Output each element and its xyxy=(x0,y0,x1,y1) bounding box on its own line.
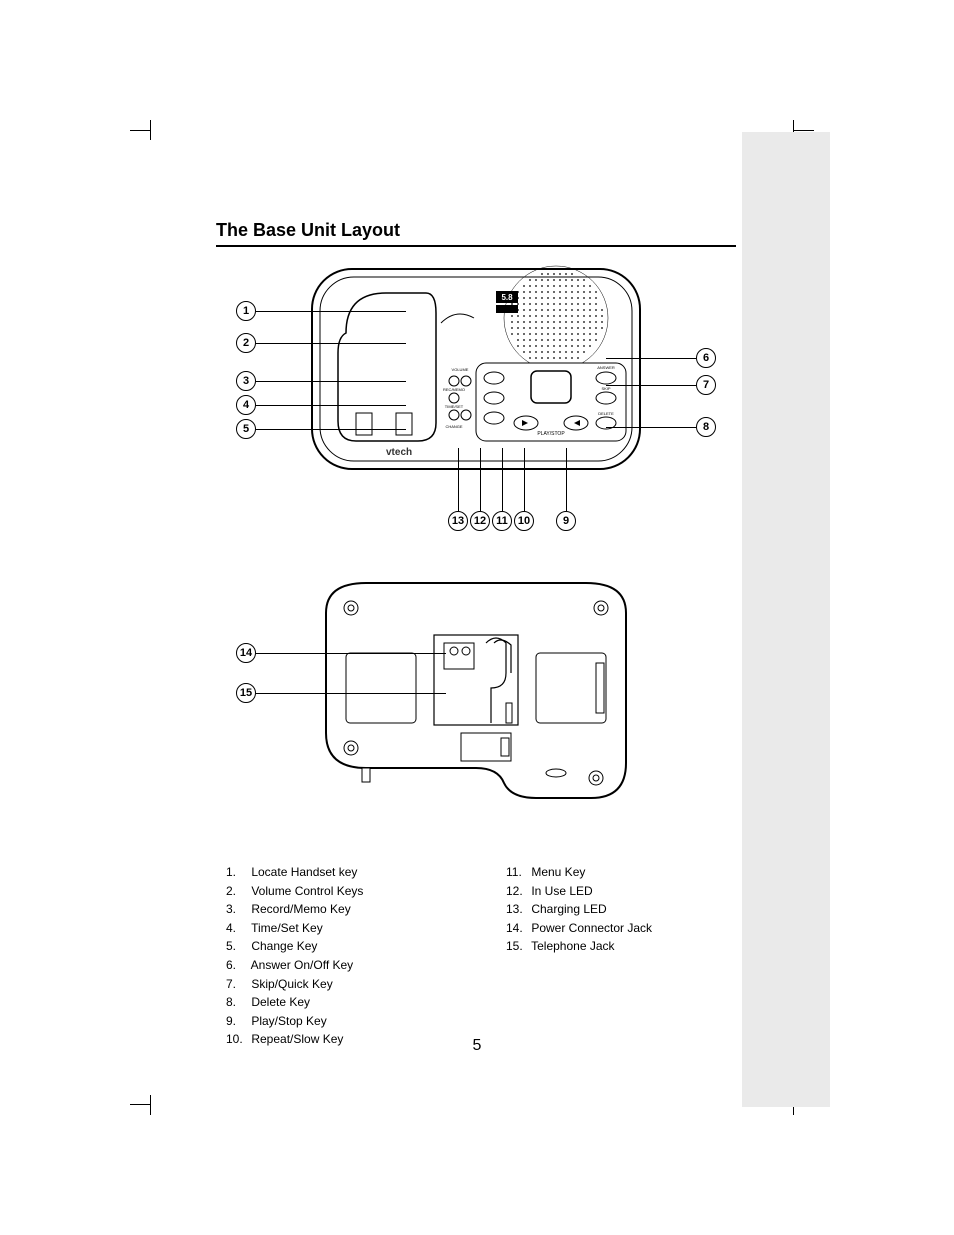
legend-item: 14. Power Connector Jack xyxy=(506,919,706,938)
callout-line xyxy=(606,358,696,359)
svg-text:DELETE: DELETE xyxy=(598,411,614,416)
callout-line xyxy=(256,429,406,430)
legend-item: 15. Telephone Jack xyxy=(506,937,706,956)
legend-col-2: 11. Menu Key12. In Use LED13. Charging L… xyxy=(506,863,706,1049)
callout-11: 11 xyxy=(492,511,512,531)
svg-text:PLAY/STOP: PLAY/STOP xyxy=(537,431,565,437)
page-number: 5 xyxy=(0,1037,954,1055)
svg-text:ANSWER: ANSWER xyxy=(597,365,615,370)
callout-line xyxy=(566,448,567,511)
bottom-diagram: 14 15 xyxy=(236,573,716,823)
crop-mark xyxy=(130,120,170,160)
legend-item: 12. In Use LED xyxy=(506,882,706,901)
callout-line xyxy=(256,381,406,382)
callout-line xyxy=(606,427,696,428)
callout-line xyxy=(458,448,459,511)
legend-item: 9. Play/Stop Key xyxy=(226,1012,426,1031)
callout-13: 13 xyxy=(448,511,468,531)
svg-text:TIME/SET: TIME/SET xyxy=(445,404,464,409)
page-title: The Base Unit Layout xyxy=(216,220,736,247)
legend-item: 5. Change Key xyxy=(226,937,426,956)
legend-item: 13. Charging LED xyxy=(506,900,706,919)
legend-item: 4. Time/Set Key xyxy=(226,919,426,938)
callout-3: 3 xyxy=(236,371,256,391)
legend-col-1: 1. Locate Handset key2. Volume Control K… xyxy=(226,863,426,1049)
callout-line xyxy=(480,448,481,511)
callout-5: 5 xyxy=(236,419,256,439)
callout-10: 10 xyxy=(514,511,534,531)
callout-line xyxy=(606,385,696,386)
page-content: The Base Unit Layout xyxy=(216,220,736,1049)
legend-item: 11. Menu Key xyxy=(506,863,706,882)
crop-mark xyxy=(130,1075,170,1115)
legend-item: 8. Delete Key xyxy=(226,993,426,1012)
legend-item: 6. Answer On/Off Key xyxy=(226,956,426,975)
callout-15: 15 xyxy=(236,683,256,703)
svg-text:SKIP: SKIP xyxy=(601,386,610,391)
callout-6: 6 xyxy=(696,348,716,368)
callout-14: 14 xyxy=(236,643,256,663)
callout-line xyxy=(502,448,503,511)
callout-9: 9 xyxy=(556,511,576,531)
diagrams: PLAY/STOP 5.8 vtech VOLUME REC/MEMO TIME… xyxy=(216,263,736,823)
svg-text:vtech: vtech xyxy=(386,447,412,458)
base-top-view-icon: PLAY/STOP 5.8 vtech VOLUME REC/MEMO TIME… xyxy=(306,263,646,483)
callout-line xyxy=(256,405,406,406)
callout-7: 7 xyxy=(696,375,716,395)
callout-4: 4 xyxy=(236,395,256,415)
callout-line xyxy=(256,693,446,694)
svg-text:5.8: 5.8 xyxy=(501,293,513,302)
callout-1: 1 xyxy=(236,301,256,321)
legend-item: 1. Locate Handset key xyxy=(226,863,426,882)
callout-line xyxy=(524,448,525,511)
svg-text:CHANGE: CHANGE xyxy=(445,424,462,429)
svg-text:VOLUME: VOLUME xyxy=(452,367,469,372)
callout-8: 8 xyxy=(696,417,716,437)
svg-text:REC/MEMO: REC/MEMO xyxy=(443,387,465,392)
callout-line xyxy=(256,311,406,312)
callout-line xyxy=(256,653,446,654)
legend-item: 7. Skip/Quick Key xyxy=(226,975,426,994)
top-diagram: PLAY/STOP 5.8 vtech VOLUME REC/MEMO TIME… xyxy=(236,263,716,543)
legend: 1. Locate Handset key2. Volume Control K… xyxy=(216,863,736,1049)
callout-2: 2 xyxy=(236,333,256,353)
legend-item: 2. Volume Control Keys xyxy=(226,882,426,901)
callout-line xyxy=(256,343,406,344)
legend-item: 3. Record/Memo Key xyxy=(226,900,426,919)
callout-12: 12 xyxy=(470,511,490,531)
sidebar-gutter xyxy=(742,132,830,1107)
